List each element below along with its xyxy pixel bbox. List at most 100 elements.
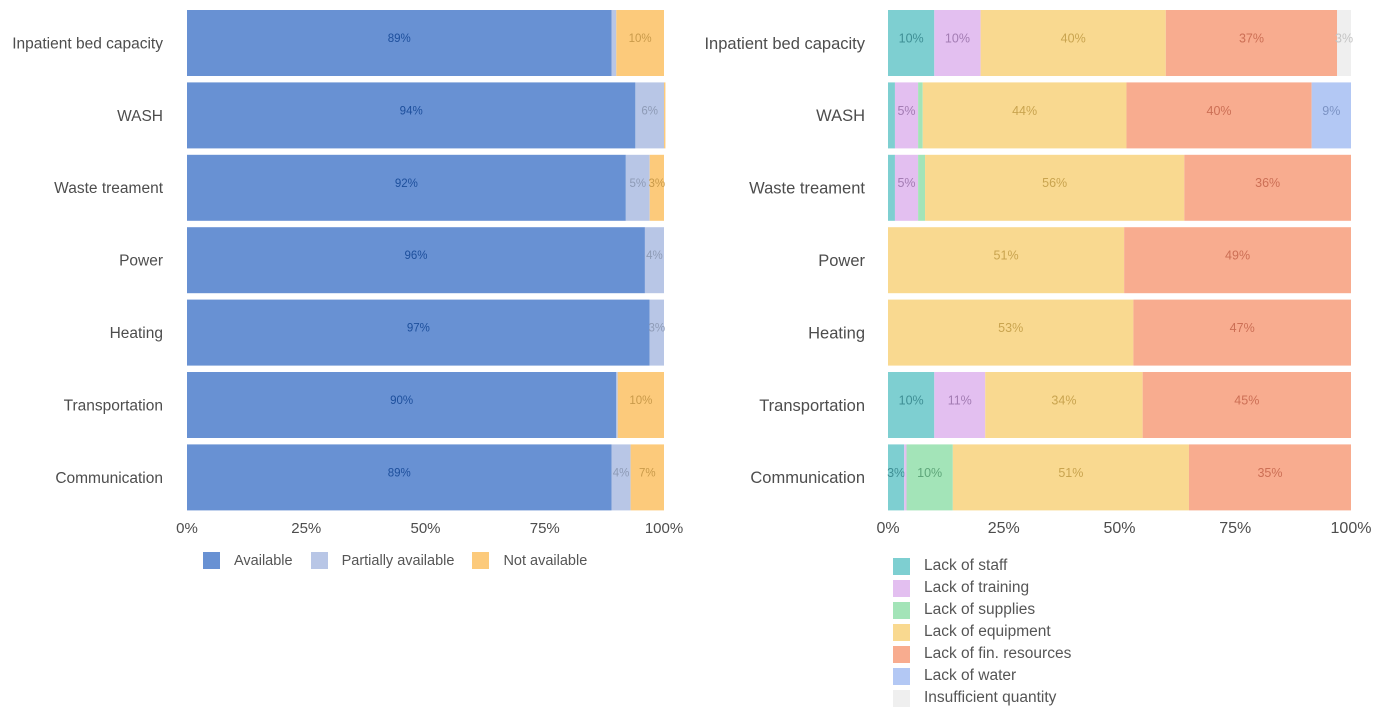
legend-label-lack-of-equipment: Lack of equipment <box>924 623 1051 640</box>
legend-swatch-insufficient-quantity <box>893 689 910 707</box>
bar-partially-available-waste-treament <box>625 154 650 221</box>
bar-lack-of-fin-resources-transportation <box>1142 372 1351 438</box>
legend-item-insufficient-quantity: Insufficient quantity <box>893 687 1071 709</box>
data-label-lack-of-fin-resources-transportation: 45% <box>1234 393 1259 407</box>
bar-lack-of-training-transportation <box>934 372 986 438</box>
data-label-partially-available-waste-treament: 5% <box>629 178 646 190</box>
legend-label-not-available: Not available <box>503 552 588 569</box>
bar-lack-of-training-wash <box>894 82 919 149</box>
data-label-lack-of-training-wash: 5% <box>897 104 915 118</box>
bar-partially-available-wash <box>635 82 664 149</box>
data-label-lack-of-fin-resources-heating: 47% <box>1230 321 1255 335</box>
data-label-lack-of-training-inpatient-bed-capacity: 10% <box>945 31 970 45</box>
bar-insufficient-quantity-inpatient-bed-capacity <box>1337 10 1351 76</box>
data-label-partially-available-wash: 6% <box>641 105 658 117</box>
category-label-heating: Heating <box>110 325 163 342</box>
bar-partially-available-communication <box>611 444 631 511</box>
data-label-lack-of-equipment-communication: 51% <box>1058 466 1083 480</box>
data-label-not-available-communication: 7% <box>639 467 656 479</box>
category-label-heating: Heating <box>808 324 865 342</box>
legend-label-insufficient-quantity: Insufficient quantity <box>924 689 1057 706</box>
bar-lack-of-training-communication <box>904 444 907 511</box>
data-label-lack-of-staff-transportation: 10% <box>899 393 924 407</box>
bar-lack-of-staff-inpatient-bed-capacity <box>888 10 935 76</box>
data-label-available-inpatient-bed-capacity: 89% <box>388 33 411 45</box>
category-label-wash: WASH <box>117 108 163 125</box>
data-label-lack-of-equipment-heating: 53% <box>998 321 1023 335</box>
bar-not-available-communication <box>630 444 664 511</box>
category-label-power: Power <box>818 252 865 270</box>
legend-label-lack-of-water: Lack of water <box>924 667 1017 684</box>
legend-item-lack-of-supplies: Lack of supplies <box>893 599 1071 621</box>
category-label-communication: Communication <box>750 469 865 487</box>
bar-lack-of-staff-transportation <box>888 372 935 438</box>
legend-item-lack-of-training: Lack of training <box>893 577 1071 599</box>
data-label-available-waste-treament: 92% <box>395 178 418 190</box>
bar-lack-of-training-waste-treament <box>894 154 919 221</box>
data-label-lack-of-fin-resources-communication: 35% <box>1257 466 1282 480</box>
legend-item-partially-available: Partially available <box>310 552 454 569</box>
data-label-lack-of-equipment-wash: 44% <box>1012 104 1037 118</box>
bar-lack-of-equipment-waste-treament <box>925 154 1185 221</box>
category-label-inpatient-bed-capacity: Inpatient bed capacity <box>704 35 865 53</box>
bar-lack-of-equipment-power <box>888 227 1125 294</box>
bar-lack-of-fin-resources-power <box>1124 227 1351 294</box>
bar-available-waste-treament <box>187 154 626 221</box>
data-label-lack-of-equipment-inpatient-bed-capacity: 40% <box>1061 31 1086 45</box>
category-label-waste-treament: Waste treament <box>54 180 164 197</box>
data-label-lack-of-staff-communication: 3% <box>887 466 905 480</box>
bar-available-transportation <box>187 372 617 438</box>
bar-lack-of-supplies-communication <box>906 444 953 511</box>
data-label-lack-of-fin-resources-wash: 40% <box>1207 104 1232 118</box>
bar-lack-of-supplies-wash <box>918 82 923 149</box>
x-tick-label-0-2: 50% <box>410 520 440 537</box>
data-label-lack-of-staff-inpatient-bed-capacity: 10% <box>899 31 924 45</box>
bar-available-power <box>187 227 645 294</box>
legend-item-lack-of-equipment: Lack of equipment <box>893 621 1071 643</box>
bar-available-heating <box>187 299 650 366</box>
data-label-partially-available-communication: 4% <box>613 467 630 479</box>
chart-1: Inpatient bed capacity 10% 10% 40% 37% 3% WASH… <box>704 10 1371 537</box>
data-label-available-heating: 97% <box>407 323 430 335</box>
category-label-wash: WASH <box>816 107 865 125</box>
bar-available-inpatient-bed-capacity <box>187 10 612 76</box>
x-tick-label-1-4: 100% <box>1331 520 1372 537</box>
data-label-lack-of-equipment-waste-treament: 56% <box>1042 176 1067 190</box>
data-label-partially-available-power: 4% <box>646 250 663 262</box>
category-label-transportation: Transportation <box>759 397 865 415</box>
bar-partially-available-power <box>644 227 664 294</box>
bar-lack-of-staff-communication <box>888 444 905 511</box>
data-label-lack-of-water-wash: 9% <box>1322 104 1340 118</box>
x-tick-label-0-3: 75% <box>530 520 560 537</box>
data-label-not-available-transportation: 10% <box>629 395 652 407</box>
legend-swatch-lack-of-fin-resources <box>893 645 910 663</box>
legend-swatch-lack-of-equipment <box>893 623 910 641</box>
legend-label-lack-of-supplies: Lack of supplies <box>924 601 1036 618</box>
data-label-lack-of-fin-resources-power: 49% <box>1225 249 1250 263</box>
data-label-lack-of-equipment-transportation: 34% <box>1051 393 1076 407</box>
x-tick-label-0-0: 0% <box>176 520 198 537</box>
legend-swatch-lack-of-training <box>893 579 910 597</box>
x-tick-label-1-1: 25% <box>988 520 1020 537</box>
bar-lack-of-staff-wash <box>888 82 895 149</box>
bar-lack-of-equipment-transportation <box>985 372 1143 438</box>
data-label-lack-of-fin-resources-waste-treament: 36% <box>1255 176 1280 190</box>
bar-not-available-wash <box>664 82 666 149</box>
bar-lack-of-fin-resources-communication <box>1188 444 1351 511</box>
bar-partially-available-heating <box>649 299 664 366</box>
data-label-lack-of-equipment-power: 51% <box>994 249 1019 263</box>
legend-item-not-available: Not available <box>472 552 587 569</box>
x-tick-label-0-4: 100% <box>645 520 683 537</box>
legend-swatch-not-available <box>472 552 490 569</box>
x-tick-label-1-3: 75% <box>1219 520 1251 537</box>
bar-partially-available-transportation <box>616 372 618 438</box>
data-label-lack-of-training-waste-treament: 5% <box>897 176 915 190</box>
x-tick-label-0-1: 25% <box>291 520 321 537</box>
bar-lack-of-fin-resources-inpatient-bed-capacity <box>1165 10 1338 76</box>
bar-partially-available-inpatient-bed-capacity <box>611 10 617 76</box>
category-label-waste-treament: Waste treament <box>749 180 865 198</box>
chart-0: Inpatient bed capacity 89% 10% WASH 94% 6% Was… <box>12 10 683 537</box>
x-tick-label-1-0: 0% <box>876 520 899 537</box>
legend-label-lack-of-fin-resources: Lack of fin. resources <box>924 645 1072 662</box>
